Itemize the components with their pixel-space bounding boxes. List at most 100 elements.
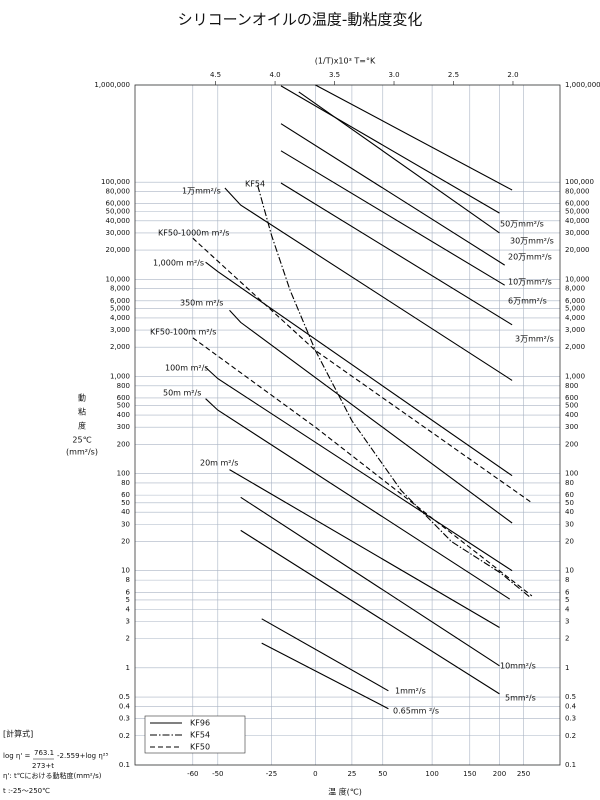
curve — [261, 642, 389, 710]
curve-label: KF50-1000m m²/s — [158, 229, 229, 238]
y-tick-label: 1,000,000 — [94, 81, 130, 89]
curve-label: KF54 — [245, 180, 265, 189]
top-tick-label: 3.5 — [329, 71, 340, 79]
y-tick-label-right: 8,000 — [565, 285, 585, 293]
curve-label: 1万mm²/s — [182, 187, 221, 196]
y-tick-label: 200 — [117, 440, 130, 448]
top-tick-label: 4.0 — [269, 71, 280, 79]
x-tick-label: 150 — [463, 770, 476, 778]
formula-text: η': t℃における動粘度(mm²/s) — [3, 771, 102, 780]
x-axis-title: 温 度(℃) — [328, 787, 362, 797]
y-tick-label: 2 — [126, 635, 130, 643]
y-tick-label-right: 1 — [565, 664, 569, 672]
curve-label: 1,000m m²/s — [153, 259, 204, 268]
curve-label: KF50-100m m²/s — [150, 328, 216, 337]
y-tick-label: 30 — [121, 520, 130, 528]
curve — [315, 84, 513, 191]
y-tick-label-right: 100,000 — [565, 178, 594, 186]
y-tick-label-right: 0.1 — [565, 761, 576, 769]
y-tick-label-right: 50,000 — [565, 207, 590, 215]
y-tick-label-right: 500 — [565, 402, 578, 410]
y-tick-label: 50,000 — [106, 207, 131, 215]
y-tick-label-right: 1,000 — [565, 372, 585, 380]
legend-label: KF54 — [190, 731, 210, 740]
y-tick-label: 100,000 — [101, 178, 130, 186]
y-tick-label: 20,000 — [106, 246, 131, 254]
y-tick-label-right: 10,000 — [565, 275, 590, 283]
y-tick-label: 100 — [117, 470, 130, 478]
y-tick-label: 6 — [126, 588, 131, 596]
grid — [135, 84, 560, 766]
curve — [240, 496, 500, 667]
y-axis-title: 粘 — [78, 407, 86, 417]
y-tick-label: 10,000 — [106, 275, 131, 283]
y-tick-label-right: 0.2 — [565, 732, 576, 740]
y-axis-title: (mm²/s) — [66, 448, 98, 457]
y-tick-label: 500 — [117, 402, 130, 410]
x-tick-label: -50 — [212, 770, 223, 778]
curve-label: 10mm²/s — [500, 662, 536, 671]
y-tick-label: 60,000 — [106, 200, 131, 208]
curve-label: 350m m²/s — [180, 299, 223, 308]
y-tick-label-right: 40,000 — [565, 217, 590, 225]
top-tick-label: 2.0 — [507, 71, 518, 79]
plot-frame — [134, 84, 561, 766]
y-tick-label-right: 200 — [565, 440, 578, 448]
y-axis-title: 動 — [78, 394, 86, 403]
y-tick-label: 2,000 — [110, 343, 130, 351]
y-tick-label: 600 — [117, 394, 130, 402]
y-tick-label: 8 — [126, 576, 130, 584]
top-tick-label: 2.5 — [448, 71, 459, 79]
y-axis-title: 25℃ — [72, 436, 91, 445]
y-tick-label-right: 800 — [565, 382, 578, 390]
y-tick-label: 10 — [121, 567, 130, 575]
curve — [257, 185, 530, 598]
formula: [計算式] log η' = 763.1 273+t -2.559+log η²… — [3, 729, 109, 796]
y-tick-label-right: 3 — [565, 618, 569, 626]
y-tick-label-right: 2 — [565, 635, 569, 643]
y-tick-label-right: 20 — [565, 537, 574, 545]
y-tick-label: 5,000 — [110, 305, 130, 313]
y-tick-label-right: 600 — [565, 394, 578, 402]
curve — [280, 182, 513, 326]
y-tick-label: 400 — [117, 411, 130, 419]
y-tick-label-right: 30 — [565, 520, 574, 528]
y-tick-label: 5 — [126, 596, 130, 604]
formula-text: 763.1 — [34, 749, 54, 757]
y-tick-label-right: 60 — [565, 491, 574, 499]
y-tick-label: 1,000 — [110, 372, 130, 380]
x-tick-label: -60 — [187, 770, 198, 778]
curve — [280, 123, 505, 266]
y-tick-label-right: 60,000 — [565, 200, 590, 208]
curve-label: 6万mm²/s — [508, 297, 547, 306]
curve — [240, 529, 500, 695]
y-tick-label-right: 80 — [565, 479, 574, 487]
curve-label: 1mm²/s — [395, 687, 426, 696]
y-tick-label: 60 — [121, 491, 130, 499]
y-tick-label-right: 8 — [565, 576, 569, 584]
legend-label: KF96 — [190, 719, 210, 728]
y-tick-label-right: 20,000 — [565, 246, 590, 254]
curve-label: 100m m²/s — [165, 364, 208, 373]
x-tick-label: 200 — [493, 770, 506, 778]
formula-text: -2.559+log η²⁵ — [57, 752, 109, 760]
formula-text: t :-25〜250℃ — [3, 787, 50, 795]
curve — [205, 398, 510, 600]
y-tick-label-right: 0.3 — [565, 715, 576, 723]
curve — [298, 91, 500, 234]
y-tick-label: 0.1 — [119, 761, 130, 769]
curve — [280, 150, 505, 286]
y-tick-label: 3,000 — [110, 326, 130, 334]
curve-label: 0.65mm ²/s — [393, 707, 439, 716]
chart-title: シリコーンオイルの温度-動粘度変化 — [178, 11, 423, 29]
curve-label: 20m m²/s — [200, 459, 238, 468]
y-tick-label-right: 40 — [565, 508, 574, 516]
y-tick-label: 800 — [117, 382, 130, 390]
y-tick-label: 80,000 — [106, 188, 131, 196]
y-tick-label: 300 — [117, 423, 130, 431]
y-tick-label-right: 5 — [565, 596, 569, 604]
y-tick-label: 30,000 — [106, 229, 131, 237]
curve-label: 3万mm²/s — [515, 335, 554, 344]
y-tick-label: 0.3 — [119, 715, 130, 723]
y-tick-label: 0.4 — [119, 703, 131, 711]
